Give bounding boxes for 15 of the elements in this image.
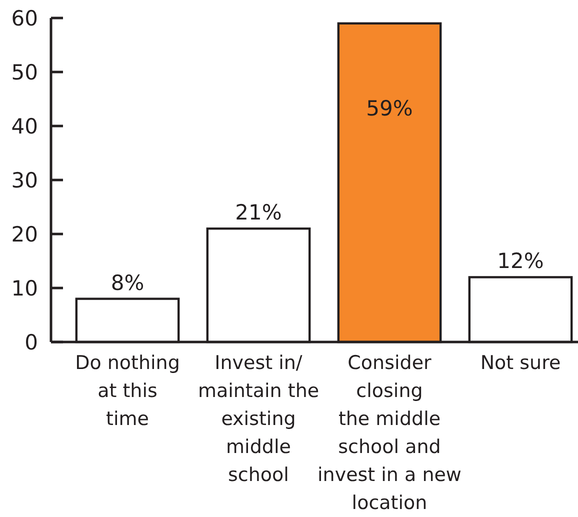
x-tick-label: Do nothing at this time — [75, 352, 180, 430]
data-label: 59% — [366, 96, 413, 120]
y-tick-label: 10 — [11, 276, 38, 300]
data-label: 21% — [235, 200, 282, 225]
x-tick-label: Consider closing the middle school and invest in a new location — [318, 352, 462, 514]
y-tick-label: 60 — [11, 6, 38, 30]
y-tick-label: 20 — [11, 222, 38, 246]
y-tick-label: 0 — [24, 330, 38, 354]
y-tick-label: 40 — [11, 114, 38, 138]
y-tick-label: 30 — [11, 168, 38, 192]
x-tick-label: Invest in/ maintain the existing middle school — [198, 352, 320, 486]
y-tick-label: 50 — [11, 60, 38, 84]
data-label: 12% — [497, 249, 544, 274]
data-label: 8% — [110, 270, 144, 295]
x-tick-label: Not sure — [480, 352, 561, 374]
